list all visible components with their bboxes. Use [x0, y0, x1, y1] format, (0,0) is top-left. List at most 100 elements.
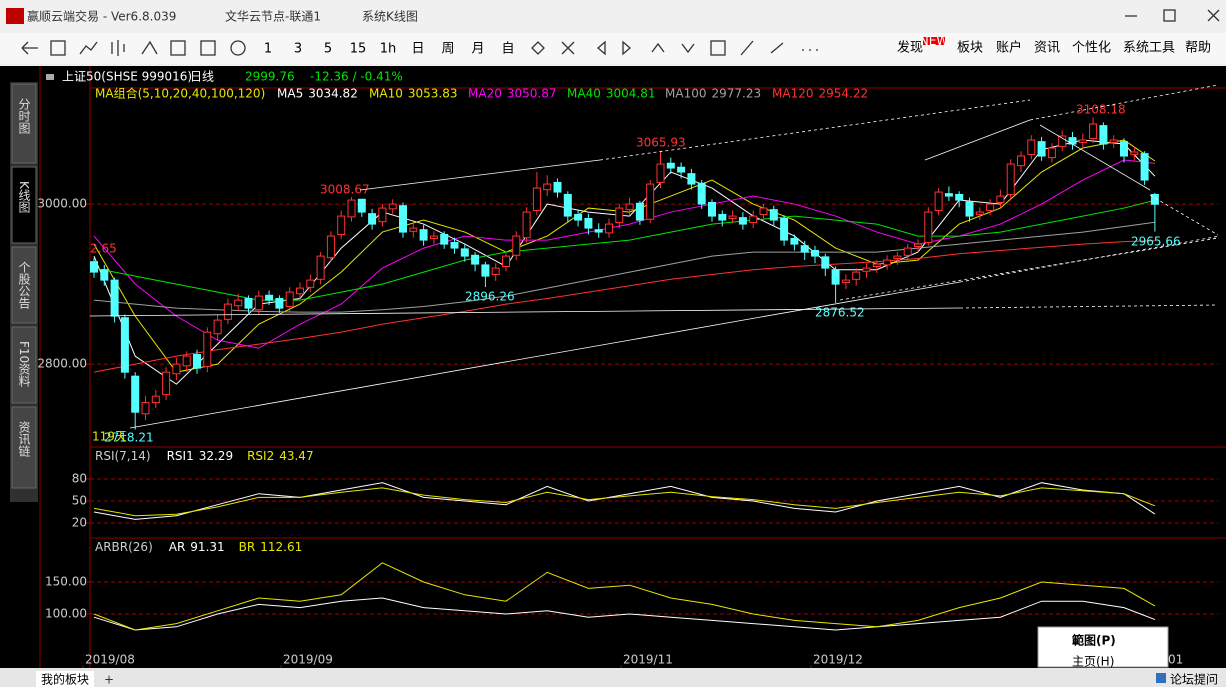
candle-body [532, 187, 541, 211]
candle-body [738, 217, 747, 225]
y-tick-label: 50 [72, 494, 87, 508]
period-button[interactable]: 自 [501, 42, 514, 57]
side-tab[interactable] [11, 246, 37, 324]
trend-line [1149, 194, 1219, 236]
candle-body [265, 294, 274, 301]
extreme-label: 2965.66 [1131, 235, 1181, 249]
candle-body [625, 203, 634, 211]
menu-button[interactable]: 系统工具 [1123, 41, 1175, 56]
candle-body [1037, 141, 1046, 157]
indicator-title[interactable]: ARBR(26) [95, 540, 153, 554]
side-tab[interactable] [11, 406, 37, 489]
period-button[interactable]: 日 [411, 42, 424, 57]
period-button[interactable]: 月 [471, 42, 484, 57]
menu-item[interactable]: 範图(P) [1072, 633, 1116, 648]
period-button[interactable]: 15 [350, 42, 367, 57]
legend-name: MA40 [567, 87, 601, 101]
candle-body [646, 183, 655, 220]
candle-body [440, 233, 449, 245]
candle-body [553, 181, 562, 193]
side-tab[interactable] [11, 166, 37, 244]
legend-name: MA20 [468, 87, 502, 101]
app-logo [6, 8, 24, 24]
side-tab[interactable] [11, 83, 37, 164]
candle-body [615, 207, 624, 223]
indicator-line [93, 221, 1155, 313]
menu-item[interactable]: 主页(H) [1072, 655, 1114, 669]
legend-name: BR [239, 540, 256, 554]
side-tab[interactable] [11, 326, 37, 404]
candle-body [996, 195, 1005, 203]
indicator-line [93, 597, 1156, 631]
x-tick-label: 01 [1168, 653, 1183, 667]
legend-name: RSI2 [247, 449, 274, 463]
indicator-line [93, 562, 1156, 631]
candle-body [1150, 193, 1159, 205]
menu-button[interactable]: 板块 [957, 41, 983, 56]
candle-body [1099, 125, 1108, 145]
legend-value: 3004.81 [606, 87, 656, 101]
x-tick-label: 2019/11 [623, 653, 673, 667]
candle-body [131, 375, 140, 413]
side-tab-label[interactable]: 分时图 [17, 98, 31, 134]
extreme-label: 2876.52 [815, 306, 865, 320]
menu-button[interactable]: 账户 [996, 40, 1022, 56]
view-name: 系统K线图 [362, 10, 418, 24]
bottom-tab-label[interactable]: 我的板块 [41, 672, 89, 687]
candle-body [965, 201, 974, 217]
last-price: 2999.76 [245, 70, 295, 84]
badge: NEW [920, 34, 949, 48]
indicator-line [93, 139, 1156, 385]
candle-body [543, 183, 552, 191]
candle-body [914, 243, 922, 247]
side-tab-label[interactable]: 个股公告 [17, 261, 31, 309]
forum-link[interactable]: 论坛提问 [1170, 672, 1218, 687]
side-tab-label[interactable]: K线图 [17, 181, 31, 213]
bottom-tab[interactable] [36, 671, 94, 687]
add-tab[interactable]: + [104, 673, 114, 687]
period-button[interactable]: 5 [324, 42, 332, 57]
period-button[interactable]: 1h [380, 42, 397, 57]
indicator-title[interactable]: MA组合(5,10,20,40,100,120) [95, 86, 265, 101]
period[interactable]: 日线 [190, 70, 214, 84]
candle-body [182, 355, 191, 367]
candle-body [574, 213, 583, 221]
candle-body [594, 229, 603, 233]
candle-body [811, 249, 819, 257]
candle-body [162, 371, 171, 396]
x-tick-label: 2019/08 [85, 653, 135, 667]
period-button[interactable]: 周 [441, 42, 454, 57]
side-tab-label[interactable]: F10资料 [17, 341, 31, 387]
trend-line [924, 119, 1031, 161]
candle-body [419, 229, 428, 241]
candle-body [955, 193, 964, 201]
trend-line [1039, 124, 1151, 191]
candle-body [872, 263, 881, 268]
candle-body [172, 363, 181, 375]
indicator-title[interactable]: RSI(7,14) [95, 449, 151, 463]
candle-body [1109, 139, 1118, 143]
window-controls[interactable] [1125, 9, 1220, 22]
menu-button[interactable]: 资讯 [1034, 41, 1060, 56]
indicator-line [93, 159, 1155, 349]
candle-body [368, 213, 377, 225]
menu-button[interactable]: 发现 [897, 40, 923, 56]
extreme-label: 3008.67 [320, 183, 370, 197]
candle-body [450, 241, 459, 249]
menu-button[interactable]: 个性化 [1072, 41, 1111, 56]
x-tick-label: 2019/09 [283, 653, 333, 667]
symbol[interactable]: 上证50(SHSE 999016) [62, 70, 192, 84]
candle-body [697, 182, 706, 205]
candle-body [800, 245, 809, 253]
price-change: -12.36 / -0.41% [310, 70, 403, 84]
toolbar-icons[interactable] [21, 40, 818, 56]
menu-button[interactable]: 帮助 [1185, 41, 1211, 56]
trend-line [839, 237, 1219, 301]
candle-body [326, 235, 335, 259]
side-tab-label[interactable]: 资讯链 [17, 421, 31, 457]
period-button[interactable]: 1 [264, 42, 272, 57]
period-button[interactable]: 3 [294, 42, 302, 57]
candle-body [1058, 135, 1067, 147]
candle-body [213, 319, 222, 335]
extreme-label: 3108.18 [1076, 103, 1126, 117]
